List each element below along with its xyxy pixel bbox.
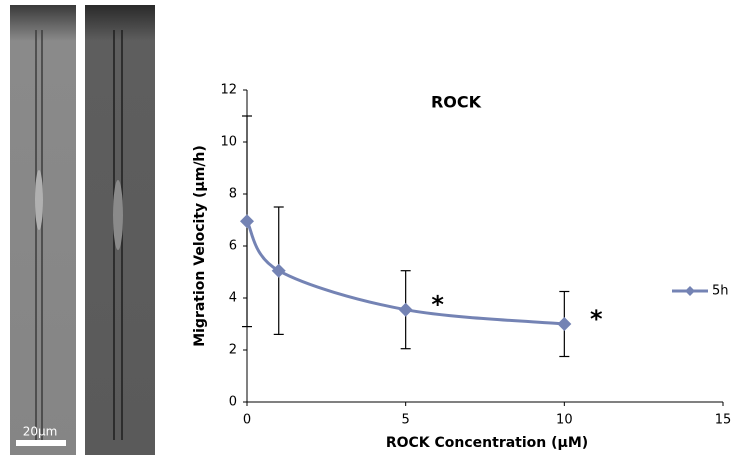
y-tick-label: 0 — [229, 395, 237, 410]
x-tick-label: 5 — [402, 413, 410, 428]
data-point — [399, 303, 413, 317]
y-tick-label: 10 — [220, 135, 237, 150]
legend-marker — [685, 286, 695, 296]
micrograph: 20μm — [10, 5, 76, 455]
data-point — [557, 317, 571, 331]
x-tick-label: 0 — [243, 413, 251, 428]
y-tick-label: 6 — [229, 239, 237, 254]
y-tick-label: 8 — [229, 187, 237, 202]
y-tick-label: 12 — [220, 83, 237, 98]
y-tick-label: 4 — [229, 291, 237, 306]
x-tick-label: 10 — [556, 413, 573, 428]
scale-bar-label: 20μm — [23, 425, 58, 439]
x-axis-label: ROCK Concentration (μM) — [386, 435, 588, 451]
y-tick-label: 2 — [229, 343, 237, 358]
legend-label: 5h — [712, 284, 729, 299]
micrograph — [85, 5, 155, 455]
data-point — [240, 214, 254, 228]
y-axis-label: Migration Velocity (μm/h) — [192, 145, 208, 347]
figure: 20μm ROCK ROCK Concentration (μM) Migrat… — [0, 0, 743, 459]
annotation: * — [590, 305, 603, 333]
annotation: * — [431, 291, 444, 319]
x-tick-label: 15 — [715, 413, 732, 428]
chart-title: ROCK — [431, 93, 482, 112]
